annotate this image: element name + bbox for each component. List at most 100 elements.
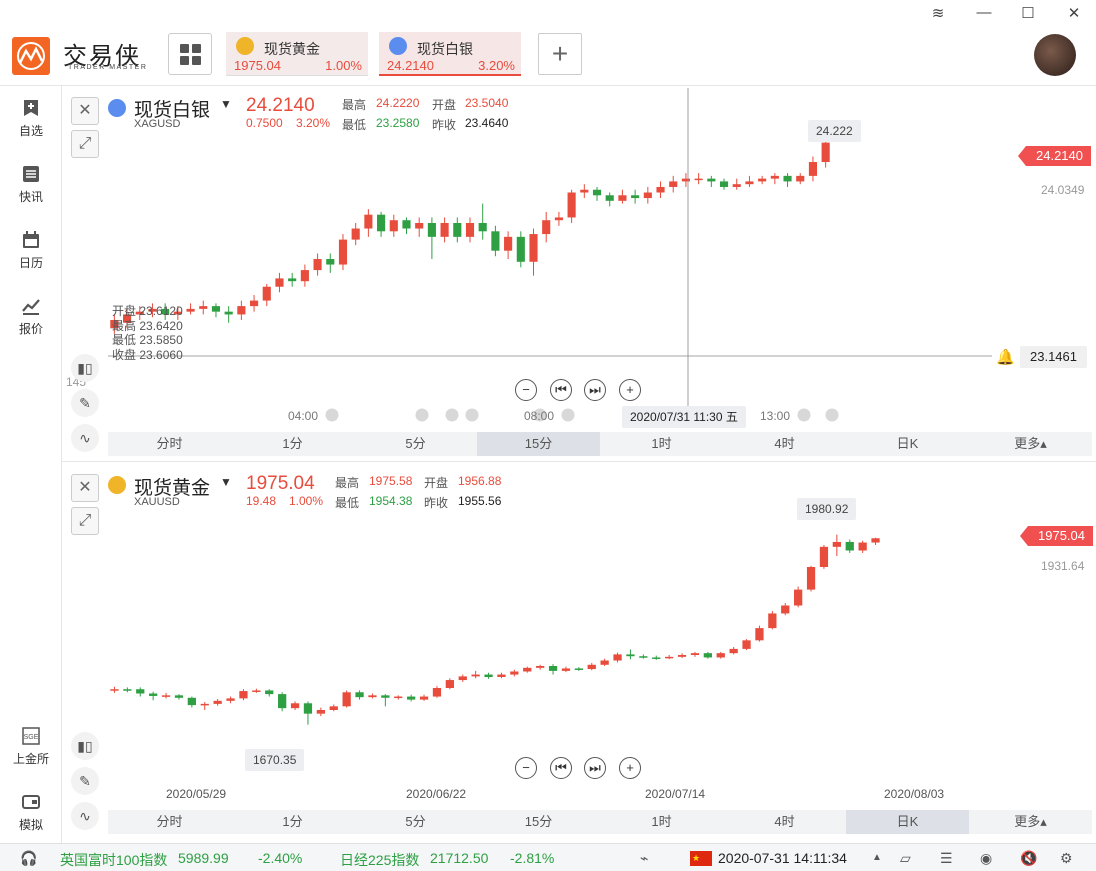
index-name[interactable]: 日经225指数 (340, 852, 420, 868)
layers-icon[interactable]: ≋ (931, 5, 945, 22)
timeframe-tab[interactable]: 日K (896, 436, 919, 451)
sidebar-item-simulate[interactable]: 模拟 (0, 792, 62, 833)
indicator-icon[interactable]: ∿ (71, 424, 99, 452)
scroll-left-button[interactable]: ⏮ (550, 757, 572, 779)
candle-type-icon[interactable]: ▮▯ (71, 354, 99, 382)
timeframe-tab[interactable]: 分时 (156, 814, 183, 829)
menu-list-icon[interactable]: ☰ (940, 850, 953, 866)
candle-type-icon[interactable]: ▮▯ (71, 732, 99, 760)
candle (226, 696, 235, 704)
symbol-dropdown-icon[interactable]: ▼ (220, 97, 232, 111)
maximize-button[interactable]: ☐ (1021, 5, 1035, 22)
candle (504, 231, 513, 260)
timeframe-tab[interactable]: 分时 (156, 436, 183, 451)
candle (110, 314, 119, 334)
event-marker[interactable] (561, 408, 575, 422)
screen-off-icon[interactable]: ▱ (900, 850, 911, 866)
timeframe-tab[interactable]: 日K (846, 810, 969, 834)
sidebar-item-label: 报价 (18, 322, 43, 336)
expand-panel-button[interactable]: ⤢ (71, 130, 99, 158)
close-window-button[interactable]: ✕ (1067, 5, 1081, 22)
zoom-in-button[interactable]: + (619, 379, 641, 401)
settings-gear-icon[interactable]: ⚙ (1060, 850, 1073, 866)
event-marker[interactable] (465, 408, 479, 422)
event-marker[interactable] (325, 408, 339, 422)
draw-pen-icon[interactable]: ✎ (71, 389, 99, 417)
timeframe-tab[interactable]: 15分 (477, 432, 600, 456)
gold-coin-icon (236, 37, 254, 55)
sidebar-item-calendar[interactable]: 日历 (0, 230, 62, 271)
event-marker[interactable] (415, 408, 429, 422)
candle (377, 211, 386, 237)
candle (732, 178, 741, 190)
scroll-right-button[interactable]: ⏭ (584, 757, 606, 779)
candle (587, 662, 596, 671)
event-marker[interactable] (445, 408, 459, 422)
tab-silver[interactable]: 现货白银 24.2140 3.20% (379, 32, 521, 76)
network-off-icon[interactable]: ⌁ (640, 850, 649, 866)
timeframe-tab[interactable]: 5分 (405, 814, 426, 829)
timeframe-tab[interactable]: 1分 (282, 814, 303, 829)
timeframe-tab[interactable]: 1分 (282, 436, 303, 451)
expand-panel-button[interactable]: ⤢ (71, 507, 99, 535)
timeframe-tab[interactable]: 4时 (774, 814, 795, 829)
timeframe-tab[interactable]: 1时 (651, 436, 672, 451)
candle (677, 653, 687, 659)
indicator-icon[interactable]: ∿ (71, 802, 99, 830)
event-marker[interactable] (825, 408, 839, 422)
timeframe-tab[interactable]: 15分 (524, 814, 553, 829)
bell-icon[interactable]: 🔔 (996, 349, 1015, 366)
add-tab-button[interactable]: + (538, 33, 582, 75)
sidebar-item-watchlist[interactable]: 自选 (0, 98, 62, 139)
candle (262, 283, 271, 307)
candle (794, 586, 803, 608)
mute-icon[interactable]: 🔇 (1020, 850, 1038, 866)
zoom-in-button[interactable]: + (619, 757, 641, 779)
event-marker[interactable] (533, 408, 547, 422)
zoom-out-button[interactable]: − (515, 757, 537, 779)
timeframe-tab[interactable]: 5分 (405, 436, 426, 451)
gold-candlestick-chart[interactable] (62, 463, 1096, 843)
candle (554, 211, 563, 226)
zoom-out-button[interactable]: − (515, 379, 537, 401)
candle (110, 686, 119, 693)
timeframe-tab[interactable]: 1时 (651, 814, 672, 829)
candle (122, 308, 132, 329)
headset-icon[interactable]: 🎧 (20, 850, 38, 866)
crosshair-price: 23.1461 (1020, 346, 1087, 368)
timeframe-more[interactable]: 更多▴ (1014, 814, 1047, 829)
dropdown-icon[interactable]: ▲ (872, 852, 882, 863)
symbol-name[interactable]: 现货白银 (134, 100, 211, 121)
event-marker[interactable] (797, 408, 811, 422)
minimize-button[interactable]: — (976, 4, 992, 21)
time-label: 08:00 (524, 409, 555, 423)
symbol-dropdown-icon[interactable]: ▼ (220, 475, 232, 489)
sidebar-item-sge[interactable]: SGE 上金所 (0, 726, 62, 767)
scroll-left-button[interactable]: ⏮ (550, 379, 572, 401)
index-name[interactable]: 英国富时100指数 (60, 852, 168, 868)
close-panel-button[interactable]: ✕ (71, 474, 99, 502)
candle (768, 611, 777, 630)
high-label: 最高 (335, 476, 360, 490)
camera-icon[interactable]: ◉ (980, 850, 993, 866)
candle (643, 186, 652, 204)
sidebar-item-quotes[interactable]: 报价 (0, 296, 62, 337)
draw-pen-icon[interactable]: ✎ (71, 767, 99, 795)
candle (173, 306, 182, 320)
timeframe-more[interactable]: 更多▴ (1014, 436, 1047, 451)
candle (618, 189, 627, 204)
candle (224, 306, 233, 323)
candle (445, 678, 454, 690)
candle (716, 651, 725, 659)
symbol-name[interactable]: 现货黄金 (134, 478, 211, 499)
close-panel-button[interactable]: ✕ (71, 97, 99, 125)
sidebar-item-news[interactable]: 快讯 (0, 164, 62, 205)
date-label: 2020/07/14 (645, 787, 706, 801)
user-avatar[interactable] (1034, 34, 1076, 76)
timeframe-tab[interactable]: 4时 (774, 436, 795, 451)
scroll-right-button[interactable]: ⏭ (584, 379, 606, 401)
layout-grid-button[interactable] (168, 33, 212, 75)
tab-gold[interactable]: 现货黄金 1975.04 1.00% (226, 32, 368, 76)
index-pct: -2.40% (258, 850, 303, 866)
silver-candlestick-chart[interactable] (62, 86, 1096, 462)
